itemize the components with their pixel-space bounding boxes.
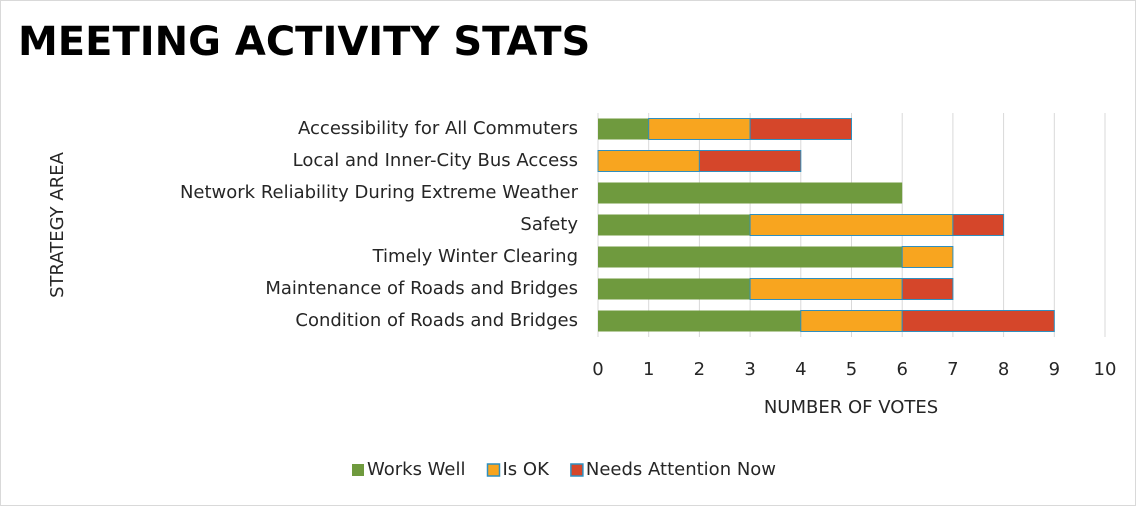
bar-segment [952, 214, 1005, 236]
bar-segment [800, 310, 903, 332]
x-tick-label: 5 [846, 359, 857, 380]
bar-segment [901, 246, 954, 268]
legend-label: Works Well [367, 459, 466, 480]
y-tick-label: Safety [520, 214, 578, 235]
x-tick-label: 0 [592, 359, 603, 380]
bar-segment [901, 278, 954, 300]
bar-segment [598, 278, 751, 300]
bar-segment [598, 118, 649, 140]
x-tick-label: 3 [744, 359, 755, 380]
y-axis-label: STRATEGY AREA [47, 151, 68, 297]
y-tick-label: Condition of Roads and Bridges [295, 310, 578, 331]
bar-segment [749, 118, 852, 140]
bar-segment [598, 310, 801, 332]
chart-title: MEETING ACTIVITY STATS [18, 19, 590, 65]
y-tick-label: Maintenance of Roads and Bridges [265, 278, 578, 299]
x-axis-label: NUMBER OF VOTES [764, 397, 938, 418]
legend-swatch [570, 463, 584, 477]
bar-segment [597, 150, 700, 172]
legend-swatch [352, 464, 364, 476]
legend-label: Is OK [503, 459, 551, 480]
y-tick-label: Timely Winter Clearing [372, 246, 578, 267]
bar-segment [749, 278, 903, 300]
x-tick-label: 2 [694, 359, 705, 380]
bar-segment [598, 182, 903, 204]
y-tick-label: Network Reliability During Extreme Weath… [180, 182, 579, 203]
x-tick-label: 9 [1049, 359, 1060, 380]
legend-label: Needs Attention Now [586, 459, 776, 480]
x-tick-label: 4 [795, 359, 806, 380]
bar-segment [598, 214, 751, 236]
x-tick-label: 10 [1094, 359, 1117, 380]
x-tick-label: 1 [643, 359, 654, 380]
x-tick-label: 6 [896, 359, 907, 380]
bar-segment [749, 214, 954, 236]
x-tick-label: 8 [998, 359, 1009, 380]
bar-segment [901, 310, 1055, 332]
x-tick-label: 7 [947, 359, 958, 380]
y-tick-label: Accessibility for All Commuters [298, 118, 578, 139]
legend-swatch [486, 463, 501, 477]
bar-segment [648, 118, 751, 140]
y-tick-label: Local and Inner-City Bus Access [293, 150, 578, 171]
bar-segment [598, 246, 903, 268]
bar-segment [698, 150, 802, 172]
